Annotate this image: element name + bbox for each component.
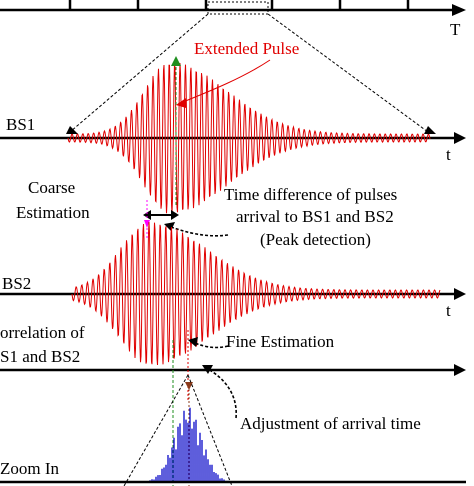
coarse-label-line2: Estimation xyxy=(16,203,90,222)
coarse-label-line1: Coarse xyxy=(28,178,75,197)
bs2-t-label: t xyxy=(446,301,451,320)
bs2-label: BS2 xyxy=(2,274,31,293)
extended-pulse-label: Extended Pulse xyxy=(194,39,299,58)
top-axis-label: T xyxy=(450,20,461,39)
bs1-t-label: t xyxy=(446,145,451,164)
zoom-in-projection xyxy=(123,374,233,486)
bs1-start-marker xyxy=(66,126,78,134)
adjustment-label: Adjustment of arrival time xyxy=(240,414,421,433)
bs1-peak-marker xyxy=(171,56,181,205)
zoom-projection-lines xyxy=(69,13,429,133)
bs2-axis: BS2 t xyxy=(0,274,466,320)
fine-estimation-label: Fine Estimation xyxy=(226,332,335,351)
correlation-waveform xyxy=(135,407,229,482)
bs1-pulse-waveform xyxy=(67,63,431,214)
correlation-axis: orrelation of S1 and BS2 xyxy=(0,323,466,376)
time-diff-line1: Time difference of pulses xyxy=(224,185,397,204)
correlation-label-line1: orrelation of xyxy=(0,323,85,342)
bs1-end-marker xyxy=(424,126,436,134)
zoom-in-label: Zoom In xyxy=(0,459,60,478)
correlation-label-line2: S1 and BS2 xyxy=(0,347,80,366)
time-diff-line3: (Peak detection) xyxy=(260,230,371,249)
bs2-pulse-waveform xyxy=(71,221,441,366)
time-diff-line2: arrival to BS1 and BS2 xyxy=(236,207,394,226)
top-time-axis: T xyxy=(0,0,466,39)
bs1-label: BS1 xyxy=(6,115,35,134)
